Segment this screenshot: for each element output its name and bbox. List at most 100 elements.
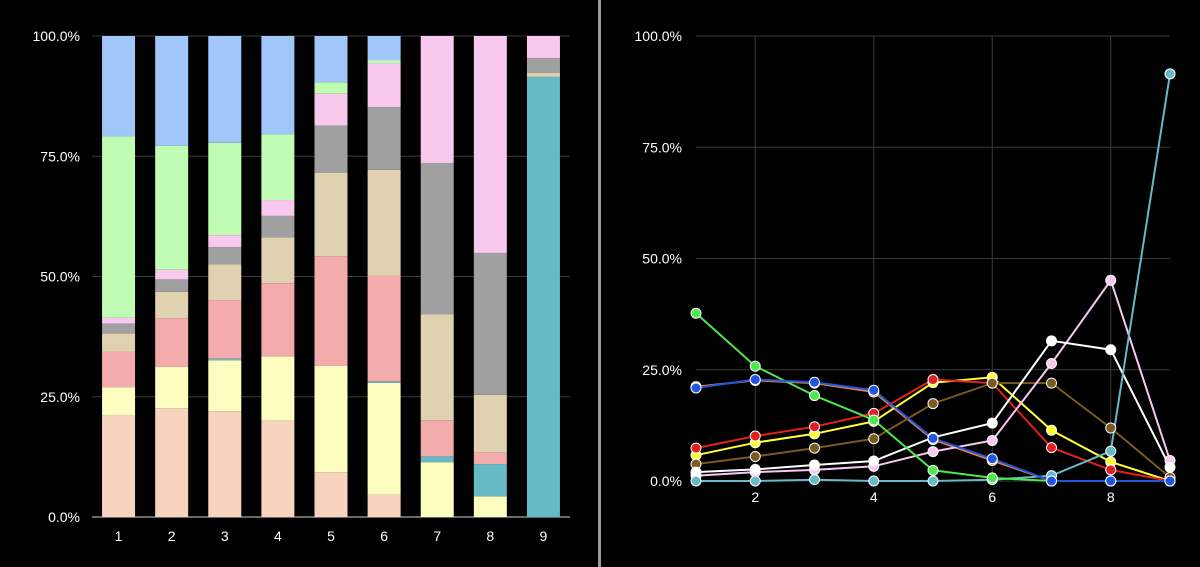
data-point <box>927 464 939 476</box>
bar-segment <box>261 200 295 216</box>
data-point <box>1105 274 1117 286</box>
bar-segment <box>420 420 454 457</box>
bar-segment <box>102 323 136 334</box>
y-tick-label: 0.0% <box>650 473 682 489</box>
data-point <box>868 384 880 396</box>
data-point <box>809 474 820 486</box>
data-point <box>868 455 880 467</box>
bar-segment <box>420 314 454 421</box>
data-point <box>809 442 820 454</box>
bar-segment <box>261 215 295 238</box>
data-point <box>868 414 880 426</box>
data-point <box>690 382 702 394</box>
data-point <box>749 360 761 372</box>
data-point <box>927 432 939 444</box>
bar-segment <box>314 93 348 126</box>
bar-segment <box>102 351 136 388</box>
data-point <box>1046 358 1057 370</box>
data-point <box>690 307 702 319</box>
y-tick-label: 75.0% <box>642 139 682 155</box>
bar-segment <box>526 76 560 517</box>
data-point <box>1046 424 1057 436</box>
x-tick-label: 8 <box>1107 489 1115 505</box>
data-point <box>986 417 998 429</box>
bar-segment <box>367 169 401 276</box>
bar-segment <box>155 145 189 270</box>
bar-segment <box>367 382 401 495</box>
y-tick-label: 50.0% <box>642 251 682 267</box>
data-point <box>1105 344 1117 356</box>
data-point <box>1105 422 1117 434</box>
y-tick-label: 25.0% <box>642 362 682 378</box>
bar-segment <box>473 252 507 395</box>
x-tick-label: 7 <box>433 528 441 544</box>
bar-segment <box>367 60 401 64</box>
bar-segment <box>102 387 136 416</box>
bar-segment <box>420 456 454 463</box>
data-point <box>868 475 880 487</box>
bar-segment <box>102 333 136 352</box>
bar-segment <box>420 36 454 163</box>
data-point <box>986 453 998 465</box>
bar-segment <box>208 247 242 265</box>
data-point <box>1164 461 1176 473</box>
bar-segment <box>420 162 454 315</box>
bar-segment <box>314 365 348 473</box>
bar-segment <box>208 235 242 248</box>
y-tick-label: 100.0% <box>33 28 80 44</box>
bar-segment <box>314 172 348 257</box>
data-point <box>868 433 880 445</box>
x-tick-label: 5 <box>327 528 335 544</box>
stacked-bar-chart-panel: 0.0% 25.0% 50.0% 75.0% 100.0% 1 2 3 4 5 6 7 8 9 <box>0 0 598 567</box>
data-point <box>690 442 702 454</box>
panel-divider <box>598 0 601 567</box>
data-point <box>809 376 820 388</box>
x-tick-label: 8 <box>486 528 494 544</box>
bar-segment <box>208 358 242 361</box>
data-point <box>690 475 702 487</box>
data-point <box>927 374 939 386</box>
x-tick-label: 6 <box>380 528 388 544</box>
y-tick-label: 25.0% <box>40 389 80 405</box>
bar-segment <box>367 381 401 383</box>
bar-segment <box>526 36 560 59</box>
bar-segment <box>473 394 507 453</box>
bar-segment <box>526 58 560 74</box>
x-tick-label: 4 <box>870 489 878 505</box>
bar-segment <box>314 125 348 173</box>
bar-segment <box>314 256 348 366</box>
bar-segment <box>208 360 242 412</box>
data-point <box>1105 464 1117 476</box>
stacked-bar-chart: 0.0% 25.0% 50.0% 75.0% 100.0% 1 2 3 4 5 6 7 8 9 <box>33 28 570 544</box>
bar-segment <box>261 283 295 357</box>
y-tick-label: 100.0% <box>635 28 682 44</box>
bar-segment <box>420 462 454 517</box>
x-tick-label: 6 <box>988 489 996 505</box>
bar-segment <box>261 420 295 517</box>
data-point <box>986 377 998 389</box>
bar-segment <box>208 36 242 143</box>
data-point <box>749 451 761 463</box>
data-point <box>1105 445 1117 457</box>
bar-segment <box>155 36 189 146</box>
data-point <box>809 390 820 402</box>
bar-segment <box>155 408 189 517</box>
bar-segment <box>367 494 401 517</box>
data-point <box>809 459 820 471</box>
y-tick-label: 50.0% <box>40 269 80 285</box>
line-chart: 0.0% 25.0% 50.0% 75.0% 100.0% 2 4 6 8 <box>635 28 1176 505</box>
bar-segment <box>155 318 189 367</box>
data-point <box>749 475 761 487</box>
line-chart-panel: 0.0% 25.0% 50.0% 75.0% 100.0% 2 4 6 8 <box>601 0 1200 567</box>
bar-segment <box>102 36 136 137</box>
x-tick-label: 2 <box>751 489 759 505</box>
bar-segment <box>261 36 295 135</box>
bar-segment <box>208 300 242 359</box>
x-tick-label: 4 <box>274 528 282 544</box>
data-point <box>1046 335 1057 347</box>
bar-segment <box>526 73 560 77</box>
x-tick-label: 3 <box>221 528 229 544</box>
bar-segment <box>473 452 507 465</box>
bar-segment <box>155 291 189 319</box>
data-point <box>1046 442 1057 454</box>
